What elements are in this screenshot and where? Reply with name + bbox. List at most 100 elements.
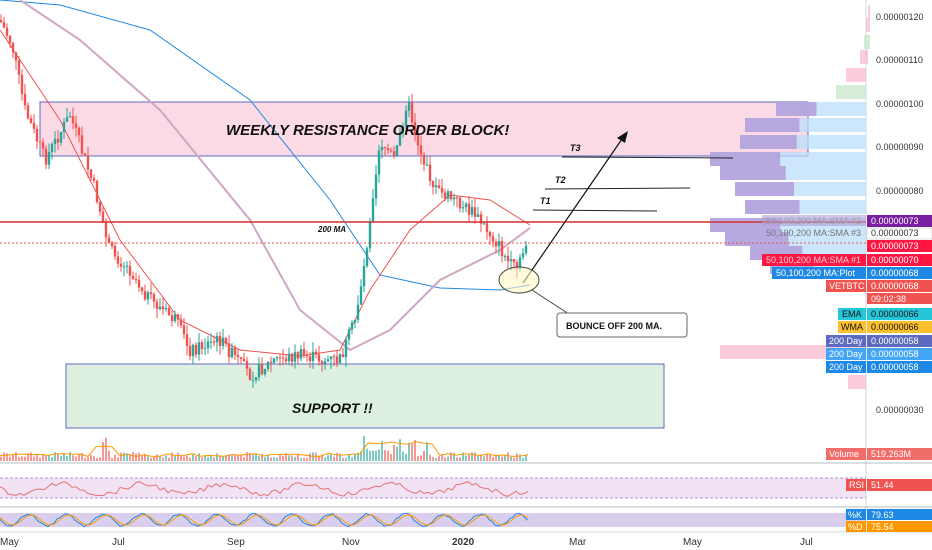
rsi-label-name: RSI bbox=[849, 480, 864, 490]
candle-body bbox=[443, 192, 447, 199]
candle-body bbox=[356, 304, 360, 320]
volume-bar bbox=[336, 452, 338, 461]
candle-body bbox=[434, 185, 438, 188]
volume-bar bbox=[264, 457, 266, 461]
candle-body bbox=[50, 144, 54, 152]
volume-bar bbox=[372, 450, 374, 461]
candle-body bbox=[485, 223, 489, 232]
volume-bar bbox=[249, 452, 251, 461]
candle-body bbox=[263, 368, 267, 375]
candle-body bbox=[413, 122, 417, 135]
candle-body bbox=[488, 231, 492, 237]
candle-body bbox=[296, 352, 300, 359]
volume-bar bbox=[24, 456, 26, 461]
candle-body bbox=[407, 102, 411, 111]
candle-body bbox=[281, 357, 285, 359]
volume-bar bbox=[339, 453, 341, 461]
candle-body bbox=[323, 361, 327, 364]
label-sma1-value: 0.00000070 bbox=[871, 255, 919, 265]
volume-bar bbox=[459, 457, 461, 461]
candle-body bbox=[176, 314, 180, 320]
candle-body bbox=[371, 198, 375, 222]
volume-bar bbox=[39, 457, 41, 461]
stoch-k-bg bbox=[867, 509, 932, 520]
volume-bar bbox=[492, 456, 494, 461]
candle-body bbox=[464, 203, 468, 208]
label-symbol-name-bg bbox=[826, 280, 866, 292]
candle-body bbox=[140, 287, 144, 292]
candle-body bbox=[110, 242, 114, 246]
candle-body bbox=[455, 197, 459, 199]
candle-body bbox=[509, 259, 513, 262]
volume-bar bbox=[519, 454, 521, 461]
stoch-d-bg bbox=[867, 521, 932, 532]
target-t2-line bbox=[544, 187, 691, 190]
volume-bar bbox=[123, 452, 125, 461]
volume-bar bbox=[444, 457, 446, 461]
candle-body bbox=[350, 322, 354, 330]
candle-body bbox=[167, 308, 171, 316]
candle-body bbox=[362, 266, 366, 287]
volume-bar bbox=[456, 457, 458, 461]
volume-bar bbox=[342, 457, 344, 461]
label-200day2-bg bbox=[867, 348, 932, 360]
candle-body bbox=[119, 263, 123, 267]
label-wma-name-bg bbox=[838, 321, 866, 333]
candle-body bbox=[518, 257, 522, 269]
time-tick: May bbox=[0, 537, 19, 548]
candle-body bbox=[311, 351, 315, 362]
candle-body bbox=[293, 352, 297, 362]
support-zone[interactable] bbox=[65, 363, 665, 429]
volume-bar bbox=[429, 454, 431, 461]
volume-bar bbox=[195, 456, 197, 461]
label-sma1-bg bbox=[867, 254, 932, 266]
volume-bar bbox=[438, 456, 440, 461]
volume-bar bbox=[186, 455, 188, 461]
candle-body bbox=[242, 358, 246, 362]
volume-bar bbox=[432, 457, 434, 461]
volume-bar bbox=[255, 454, 257, 461]
volume-bar bbox=[375, 450, 377, 461]
ma-100-line bbox=[19, 0, 531, 352]
volume-bar bbox=[99, 457, 101, 461]
candle-body bbox=[134, 279, 138, 281]
volume-bar bbox=[453, 452, 455, 461]
volume-series bbox=[0, 435, 527, 461]
volume-profile-bar-sell bbox=[735, 182, 794, 196]
rsi-line bbox=[0, 481, 529, 497]
volume-bar bbox=[366, 448, 368, 461]
candle-body bbox=[410, 102, 414, 123]
volume-bar bbox=[393, 445, 395, 461]
time-tick: Jul bbox=[112, 537, 125, 548]
volume-profile-bar-sell bbox=[740, 135, 797, 149]
candle-body bbox=[491, 236, 495, 242]
target-t3-line bbox=[561, 156, 734, 159]
candle-body bbox=[428, 164, 432, 181]
volume-label-name-bg bbox=[826, 448, 866, 460]
candle-body bbox=[161, 306, 165, 310]
volume-bar bbox=[141, 455, 143, 461]
candle-body bbox=[467, 203, 471, 215]
volume-bar bbox=[303, 457, 305, 461]
candle-body bbox=[308, 356, 312, 362]
stoch-d-name-bg bbox=[846, 521, 866, 532]
volume-bar bbox=[27, 453, 29, 461]
volume-bar bbox=[207, 457, 209, 461]
label-sma3-name: 50,100,200 MA:SMA #3 bbox=[766, 228, 861, 238]
volume-profile-bar bbox=[860, 50, 868, 64]
candle-body bbox=[83, 153, 87, 156]
volume-bar bbox=[171, 452, 173, 461]
projection-arrow bbox=[522, 138, 623, 284]
candle-body bbox=[8, 35, 12, 44]
volume-bar bbox=[297, 453, 299, 461]
volume-bar bbox=[216, 453, 218, 461]
candle-body bbox=[98, 202, 102, 212]
candle-body bbox=[473, 207, 477, 217]
stoch-k-name: %K bbox=[848, 510, 862, 520]
volume-bar bbox=[294, 456, 296, 461]
volume-bar bbox=[69, 452, 71, 461]
candle-body bbox=[155, 301, 159, 309]
label-ema-bg bbox=[867, 308, 932, 320]
candle-body bbox=[212, 341, 216, 343]
